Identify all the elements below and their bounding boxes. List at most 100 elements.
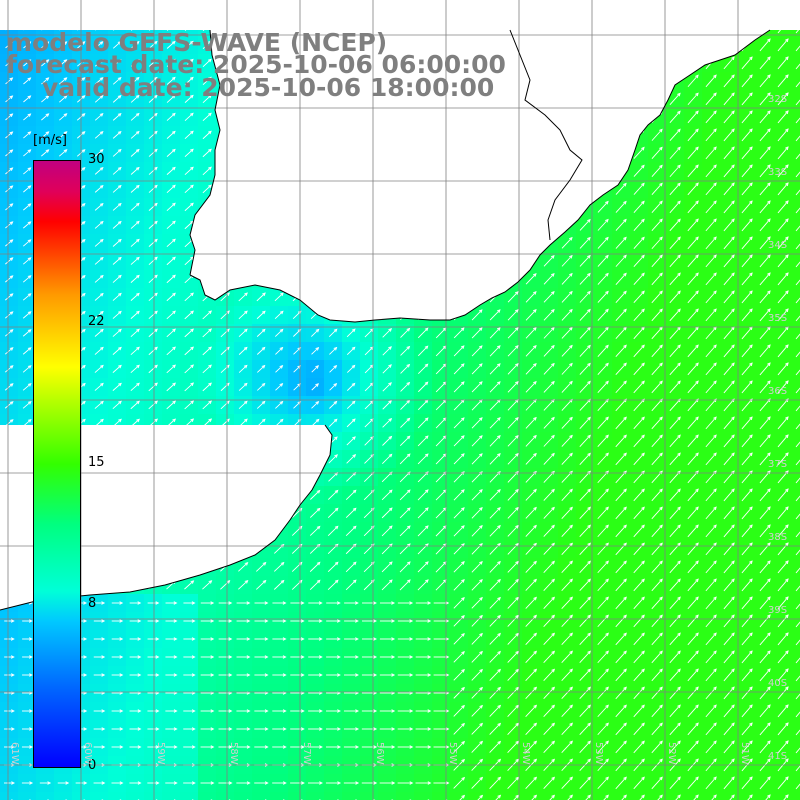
- wind-cell: [504, 792, 523, 800]
- wind-cell: [792, 558, 800, 577]
- wind-arrow-head: [99, 131, 104, 135]
- wind-arrow-head: [208, 94, 212, 99]
- wind-arrow: [651, 200, 663, 214]
- wind-arrow: [184, 166, 194, 176]
- wind-cell: [774, 792, 793, 800]
- wind-arrow-head: [695, 236, 699, 241]
- wind-cell: [540, 792, 559, 800]
- wind-cell: [630, 792, 649, 800]
- wind-arrow-head: [641, 218, 645, 223]
- wind-arrow: [741, 56, 753, 70]
- wind-arrow: [148, 274, 158, 284]
- wind-arrow-head: [63, 149, 68, 153]
- wind-arrow-head: [695, 218, 699, 223]
- wind-arrow: [130, 239, 140, 247]
- wind-arrow-head: [695, 290, 699, 295]
- wind-arrow: [705, 74, 717, 88]
- wind-arrow: [94, 59, 104, 67]
- wind-arrow: [112, 239, 122, 247]
- wind-cell: [450, 792, 469, 800]
- wind-arrow: [579, 291, 591, 303]
- wind-arrow: [130, 167, 140, 175]
- wind-arrow-head: [731, 128, 735, 133]
- wind-arrow: [94, 185, 104, 193]
- wind-arrow-head: [81, 77, 86, 81]
- wind-arrow-head: [27, 293, 32, 297]
- wind-arrow-head: [677, 218, 681, 223]
- wind-arrow-head: [190, 148, 194, 153]
- wind-arrow: [741, 200, 753, 214]
- wind-arrow: [184, 184, 194, 194]
- wind-arrow-head: [9, 149, 14, 153]
- wind-arrow-head: [767, 128, 771, 133]
- wind-arrow-head: [154, 238, 158, 243]
- wind-arrow-head: [99, 238, 104, 243]
- wind-arrow: [202, 41, 212, 49]
- wind-arrow: [184, 41, 194, 49]
- wind-arrow: [597, 237, 609, 249]
- wind-arrow: [633, 290, 645, 304]
- wind-arrow-head: [785, 272, 789, 277]
- wind-arrow-head: [153, 130, 158, 135]
- wind-arrow: [795, 225, 800, 232]
- wind-arrow-head: [171, 58, 176, 63]
- wind-arrow-head: [713, 128, 717, 133]
- wind-arrow-head: [569, 290, 573, 295]
- wind-arrow: [202, 94, 212, 104]
- wind-arrow-head: [532, 273, 537, 277]
- wind-arrow-head: [677, 110, 681, 115]
- wind-arrow-head: [45, 131, 50, 135]
- wind-arrow: [22, 293, 32, 301]
- wind-arrow-head: [135, 148, 140, 153]
- wind-arrow: [741, 92, 753, 106]
- wind-arrow: [22, 239, 32, 247]
- wind-cell: [792, 396, 800, 415]
- wind-arrow-head: [81, 292, 86, 297]
- wind-arrow-head: [551, 290, 555, 295]
- wind-arrow: [723, 290, 735, 304]
- wind-arrow: [741, 146, 753, 160]
- wind-arrow: [94, 77, 104, 85]
- wind-cell: [792, 234, 800, 253]
- wind-arrow: [741, 236, 753, 250]
- wind-arrow: [669, 93, 681, 105]
- wind-arrow-head: [117, 166, 122, 171]
- wind-arrow: [41, 59, 49, 67]
- wind-arrow-head: [99, 41, 104, 45]
- wind-arrow-head: [677, 290, 681, 295]
- wind-arrow-head: [171, 76, 176, 81]
- wind-arrow: [741, 254, 753, 268]
- wind-arrow-head: [569, 236, 573, 241]
- wind-arrow-head: [117, 256, 122, 261]
- wind-arrow: [130, 41, 140, 49]
- wind-arrow: [59, 131, 67, 139]
- wind-cell: [792, 630, 800, 649]
- wind-arrow-head: [27, 77, 32, 81]
- wind-arrow: [112, 275, 122, 283]
- wind-arrow-head: [713, 92, 717, 97]
- wind-arrow-head: [767, 272, 771, 277]
- wind-arrow: [741, 164, 753, 178]
- wind-arrow-head: [117, 130, 122, 135]
- wind-arrow: [705, 218, 717, 232]
- wind-arrow: [94, 293, 104, 301]
- wind-arrow-head: [81, 256, 86, 261]
- wind-arrow-head: [767, 74, 771, 79]
- wind-arrow: [759, 92, 771, 106]
- wind-cell: [792, 54, 800, 73]
- wind-arrow-head: [785, 218, 789, 223]
- wind-arrow-head: [659, 200, 663, 205]
- wind-arrow: [705, 200, 717, 214]
- wind-arrow: [651, 236, 663, 250]
- wind-arrow: [41, 95, 49, 103]
- wind-arrow: [5, 113, 13, 121]
- wind-arrow-head: [641, 146, 645, 151]
- wind-cell: [792, 486, 800, 505]
- wind-arrow: [5, 221, 13, 229]
- wind-arrow: [705, 236, 717, 250]
- wind-cell: [216, 792, 235, 800]
- wind-arrow: [579, 255, 591, 267]
- wind-arrow: [723, 254, 735, 268]
- wind-arrow-head: [785, 92, 789, 97]
